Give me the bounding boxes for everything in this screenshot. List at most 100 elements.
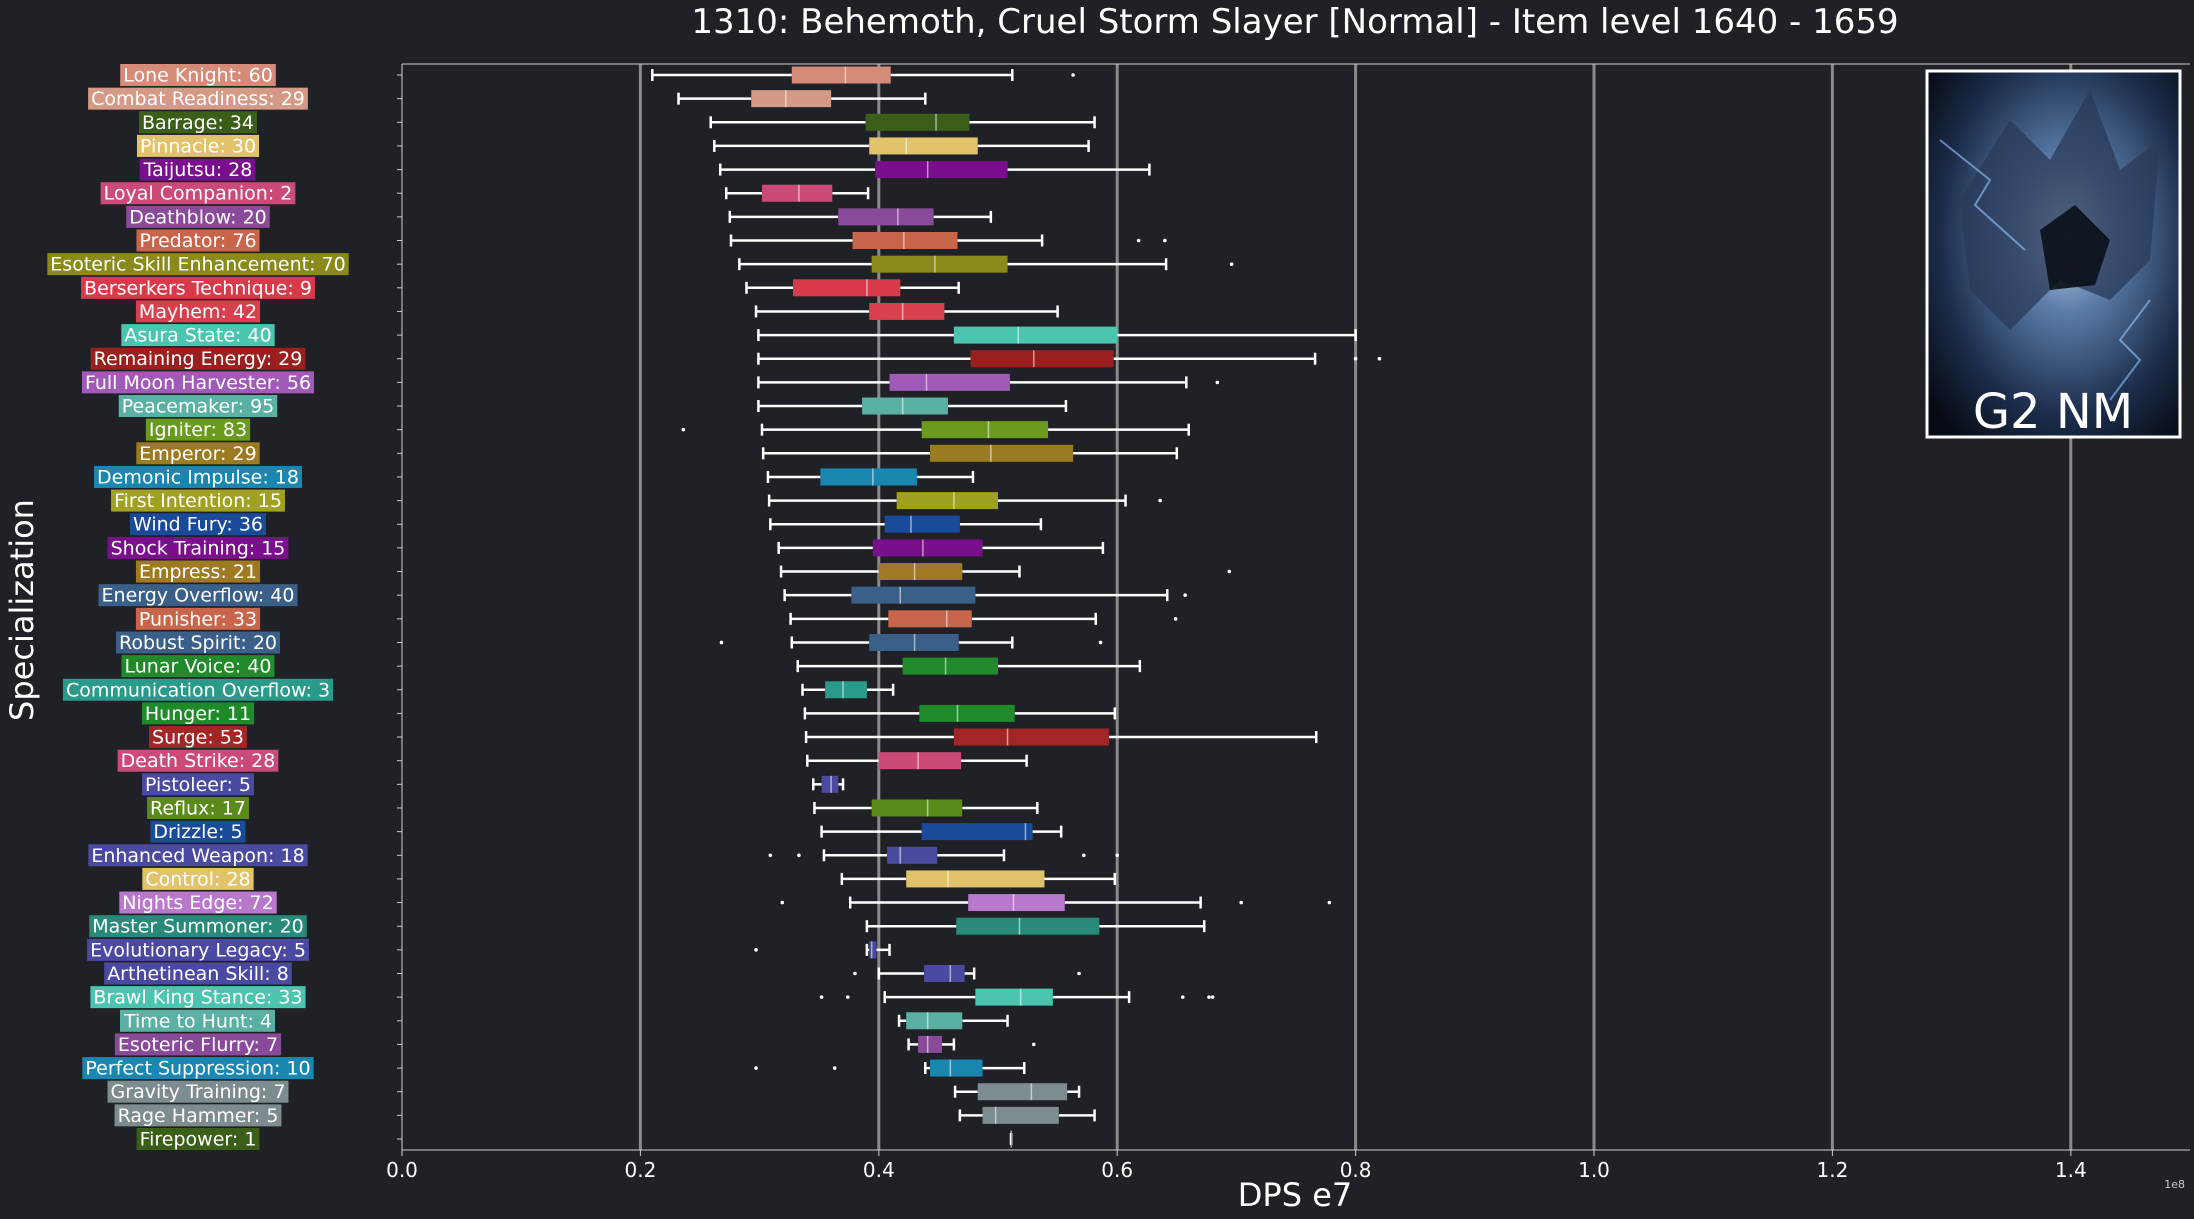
series-label-bg-1 [88,87,308,110]
series-label-36: Master Summoner: 20 [92,916,304,938]
box-8 [871,255,1008,273]
series-label-bg-38 [104,962,292,985]
x-tick-label-5: 1.0 [1578,1158,1610,1182]
series-label-20: Shock Training: 15 [111,537,286,559]
series-label-bg-17 [94,465,302,488]
series-label-bg-20 [107,536,289,559]
series-label-42: Perfect Suppression: 10 [85,1058,310,1080]
outlier-24-0 [719,640,724,645]
outlier-42-1 [832,1066,837,1070]
series-label-21: Empress: 21 [139,561,257,583]
outlier-37-0 [754,948,758,952]
series-label-9: Berserkers Technique: 9 [84,277,312,299]
x-tick-label-1: 0.2 [624,1158,656,1182]
outlier-21-0 [1227,569,1232,574]
series-label-bg-40 [119,1009,276,1032]
series-label-18: First Intention: 15 [114,490,282,512]
boss-portrait-image: G2 NM [1925,69,2182,440]
outlier-35-1 [1239,900,1243,905]
series-label-24: Robust Spirit: 20 [119,632,277,654]
series-label-1: Combat Readiness: 29 [91,88,305,110]
box-43 [977,1083,1068,1101]
series-label-44: Rage Hammer: 5 [118,1105,279,1127]
box-23 [888,610,972,628]
outlier-15-0 [681,427,686,432]
outlier-22-0 [1183,593,1187,597]
series-label-4: Taijutsu: 28 [143,159,253,181]
x-offset-text: 1e8 [2164,1178,2185,1191]
outlier-23-0 [1173,617,1178,621]
x-tick-label-0: 0.0 [386,1158,418,1182]
outlier-38-1 [1077,971,1081,976]
x-tick-label-3: 0.6 [1101,1158,1133,1182]
series-label-bg-26 [62,678,334,701]
outlier-41-0 [1031,1042,1036,1047]
series-label-43: Gravity Training: 7 [111,1081,286,1103]
series-label-bg-28 [149,726,247,749]
x-tick-label-2: 0.4 [863,1158,895,1182]
series-label-bg-37 [87,938,309,961]
series-label-19: Wind Fury: 36 [133,514,263,536]
x-tick-label-4: 0.8 [1340,1158,1372,1182]
series-label-34: Control: 28 [145,868,250,890]
box-30 [821,775,839,793]
box-11 [953,326,1118,344]
x-axis-label: DPS e7 [1238,1176,1352,1214]
outlier-7-1 [1163,238,1167,243]
inset-label: G2 NM [1973,384,2133,440]
box-26 [825,681,867,699]
box-36 [956,917,1100,935]
series-label-8: Esoteric Skill Enhancement: 70 [50,254,345,276]
series-label-bg-29 [117,749,279,772]
outlier-39-1 [846,995,850,999]
outlier-35-2 [1327,900,1332,905]
series-label-32: Drizzle: 5 [153,821,242,843]
series-label-bg-8 [47,253,349,276]
series-label-6: Deathblow: 20 [129,206,267,228]
box-44 [982,1106,1059,1124]
series-label-23: Punisher: 33 [139,608,257,630]
series-label-bg-34 [142,867,254,890]
series-label-31: Reflux: 17 [150,797,246,819]
series-label-14: Peacemaker: 95 [122,396,275,418]
box-17 [820,468,917,486]
box-7 [852,232,958,250]
series-label-bg-36 [89,915,307,938]
outlier-0-0 [1071,73,1075,77]
outlier-35-0 [780,900,785,905]
series-label-25: Lunar Voice: 40 [124,656,271,678]
series-label-22: Energy Overflow: 40 [102,585,295,607]
series-label-bg-22 [98,584,298,607]
outlier-18-0 [1158,498,1162,503]
series-label-bg-4 [139,158,256,181]
box-3 [869,137,978,155]
series-label-11: Asura State: 40 [124,325,271,347]
box-33 [887,846,938,864]
series-label-bg-9 [81,276,315,299]
series-label-bg-35 [119,891,277,914]
box-27 [919,704,1015,722]
x-tick-label-7: 1.4 [2055,1158,2087,1182]
box-0 [791,66,891,84]
box-29 [878,752,962,770]
outlier-39-3 [1207,995,1211,999]
series-label-bg-41 [114,1033,282,1056]
box-16 [930,444,1074,462]
series-label-bg-25 [121,655,275,678]
box-18 [896,492,998,510]
chart-title: 1310: Behemoth, Cruel Storm Slayer [Norm… [691,2,1898,42]
series-label-bg-3 [136,134,260,157]
series-label-17: Demonic Impulse: 18 [97,466,299,488]
series-label-bg-16 [136,442,260,465]
box-12 [970,350,1114,368]
series-label-bg-6 [126,205,270,228]
series-label-bg-32 [150,820,246,843]
box-15 [921,421,1049,439]
series-label-3: Pinnacle: 30 [140,135,256,157]
series-label-33: Enhanced Weapon: 18 [91,845,304,867]
series-label-16: Emperor: 29 [139,443,256,465]
series-label-bg-14 [118,395,278,418]
box-32 [921,823,1033,841]
outlier-8-0 [1229,262,1234,266]
